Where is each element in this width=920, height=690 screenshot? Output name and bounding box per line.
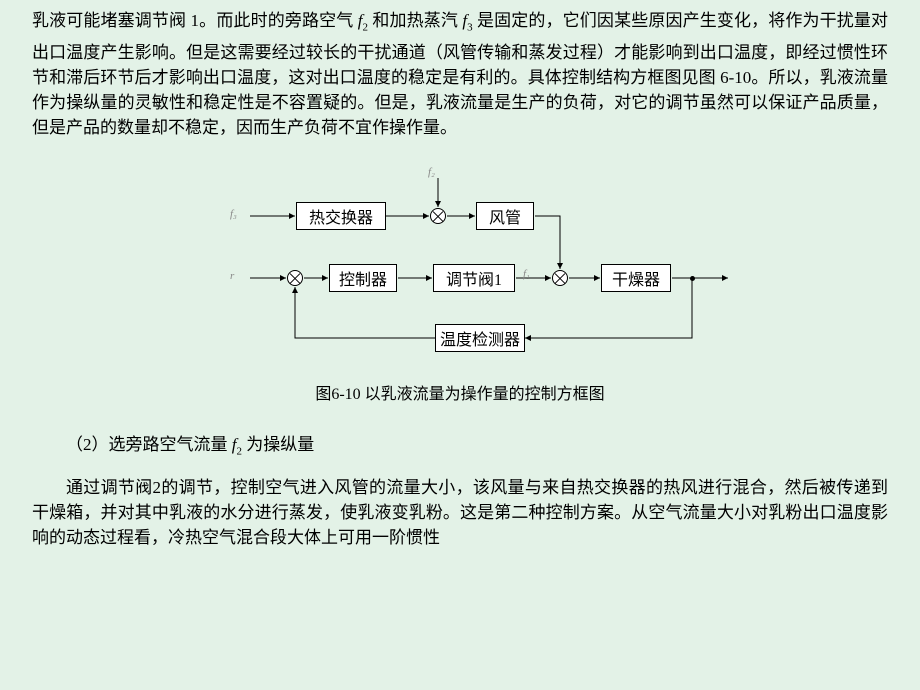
sum-junction-left	[287, 270, 303, 286]
label-r: r	[230, 270, 234, 282]
subheading-2: （2）选旁路空气流量 f2 为操纵量	[32, 432, 888, 464]
symbol-f2: f2	[358, 11, 368, 30]
paragraph-2: 通过调节阀2的调节，控制空气进入风管的流量大小，该风量与来自热交换器的热风进行混…	[32, 475, 888, 550]
para1-mid: 和加热蒸汽	[368, 11, 462, 30]
box-heat-exchanger: 热交换器	[296, 202, 386, 230]
figure-caption: 图6-10 以乳液流量为操作量的控制方框图	[32, 380, 888, 404]
box-temp-sensor: 温度检测器	[435, 324, 525, 352]
para1-pre: 乳液可能堵塞调节阀 1。而此时的旁路空气	[32, 11, 358, 30]
label-f3: f₃	[230, 208, 237, 220]
box-valve: 调节阀1	[433, 264, 515, 292]
box-dryer: 干燥器	[601, 264, 671, 292]
sum-junction-top	[430, 208, 446, 224]
symbol-f3: f3	[462, 11, 472, 30]
box-duct: 风管	[476, 202, 534, 230]
label-f2: f₂	[428, 166, 435, 178]
block-diagram: f₃ f₂ r f₁ 热交换器 风管 控制器 调节阀1 干燥器 温度检测器	[180, 168, 740, 368]
feedback-node	[690, 276, 695, 281]
symbol-f2-heading: f2	[232, 435, 242, 454]
paragraph-1: 乳液可能堵塞调节阀 1。而此时的旁路空气 f2 和加热蒸汽 f3 是固定的，它们…	[32, 8, 888, 140]
box-controller: 控制器	[329, 264, 397, 292]
label-f1: f₁	[523, 268, 530, 280]
sum-junction-right	[552, 270, 568, 286]
block-diagram-wrap: f₃ f₂ r f₁ 热交换器 风管 控制器 调节阀1 干燥器 温度检测器	[32, 168, 888, 368]
